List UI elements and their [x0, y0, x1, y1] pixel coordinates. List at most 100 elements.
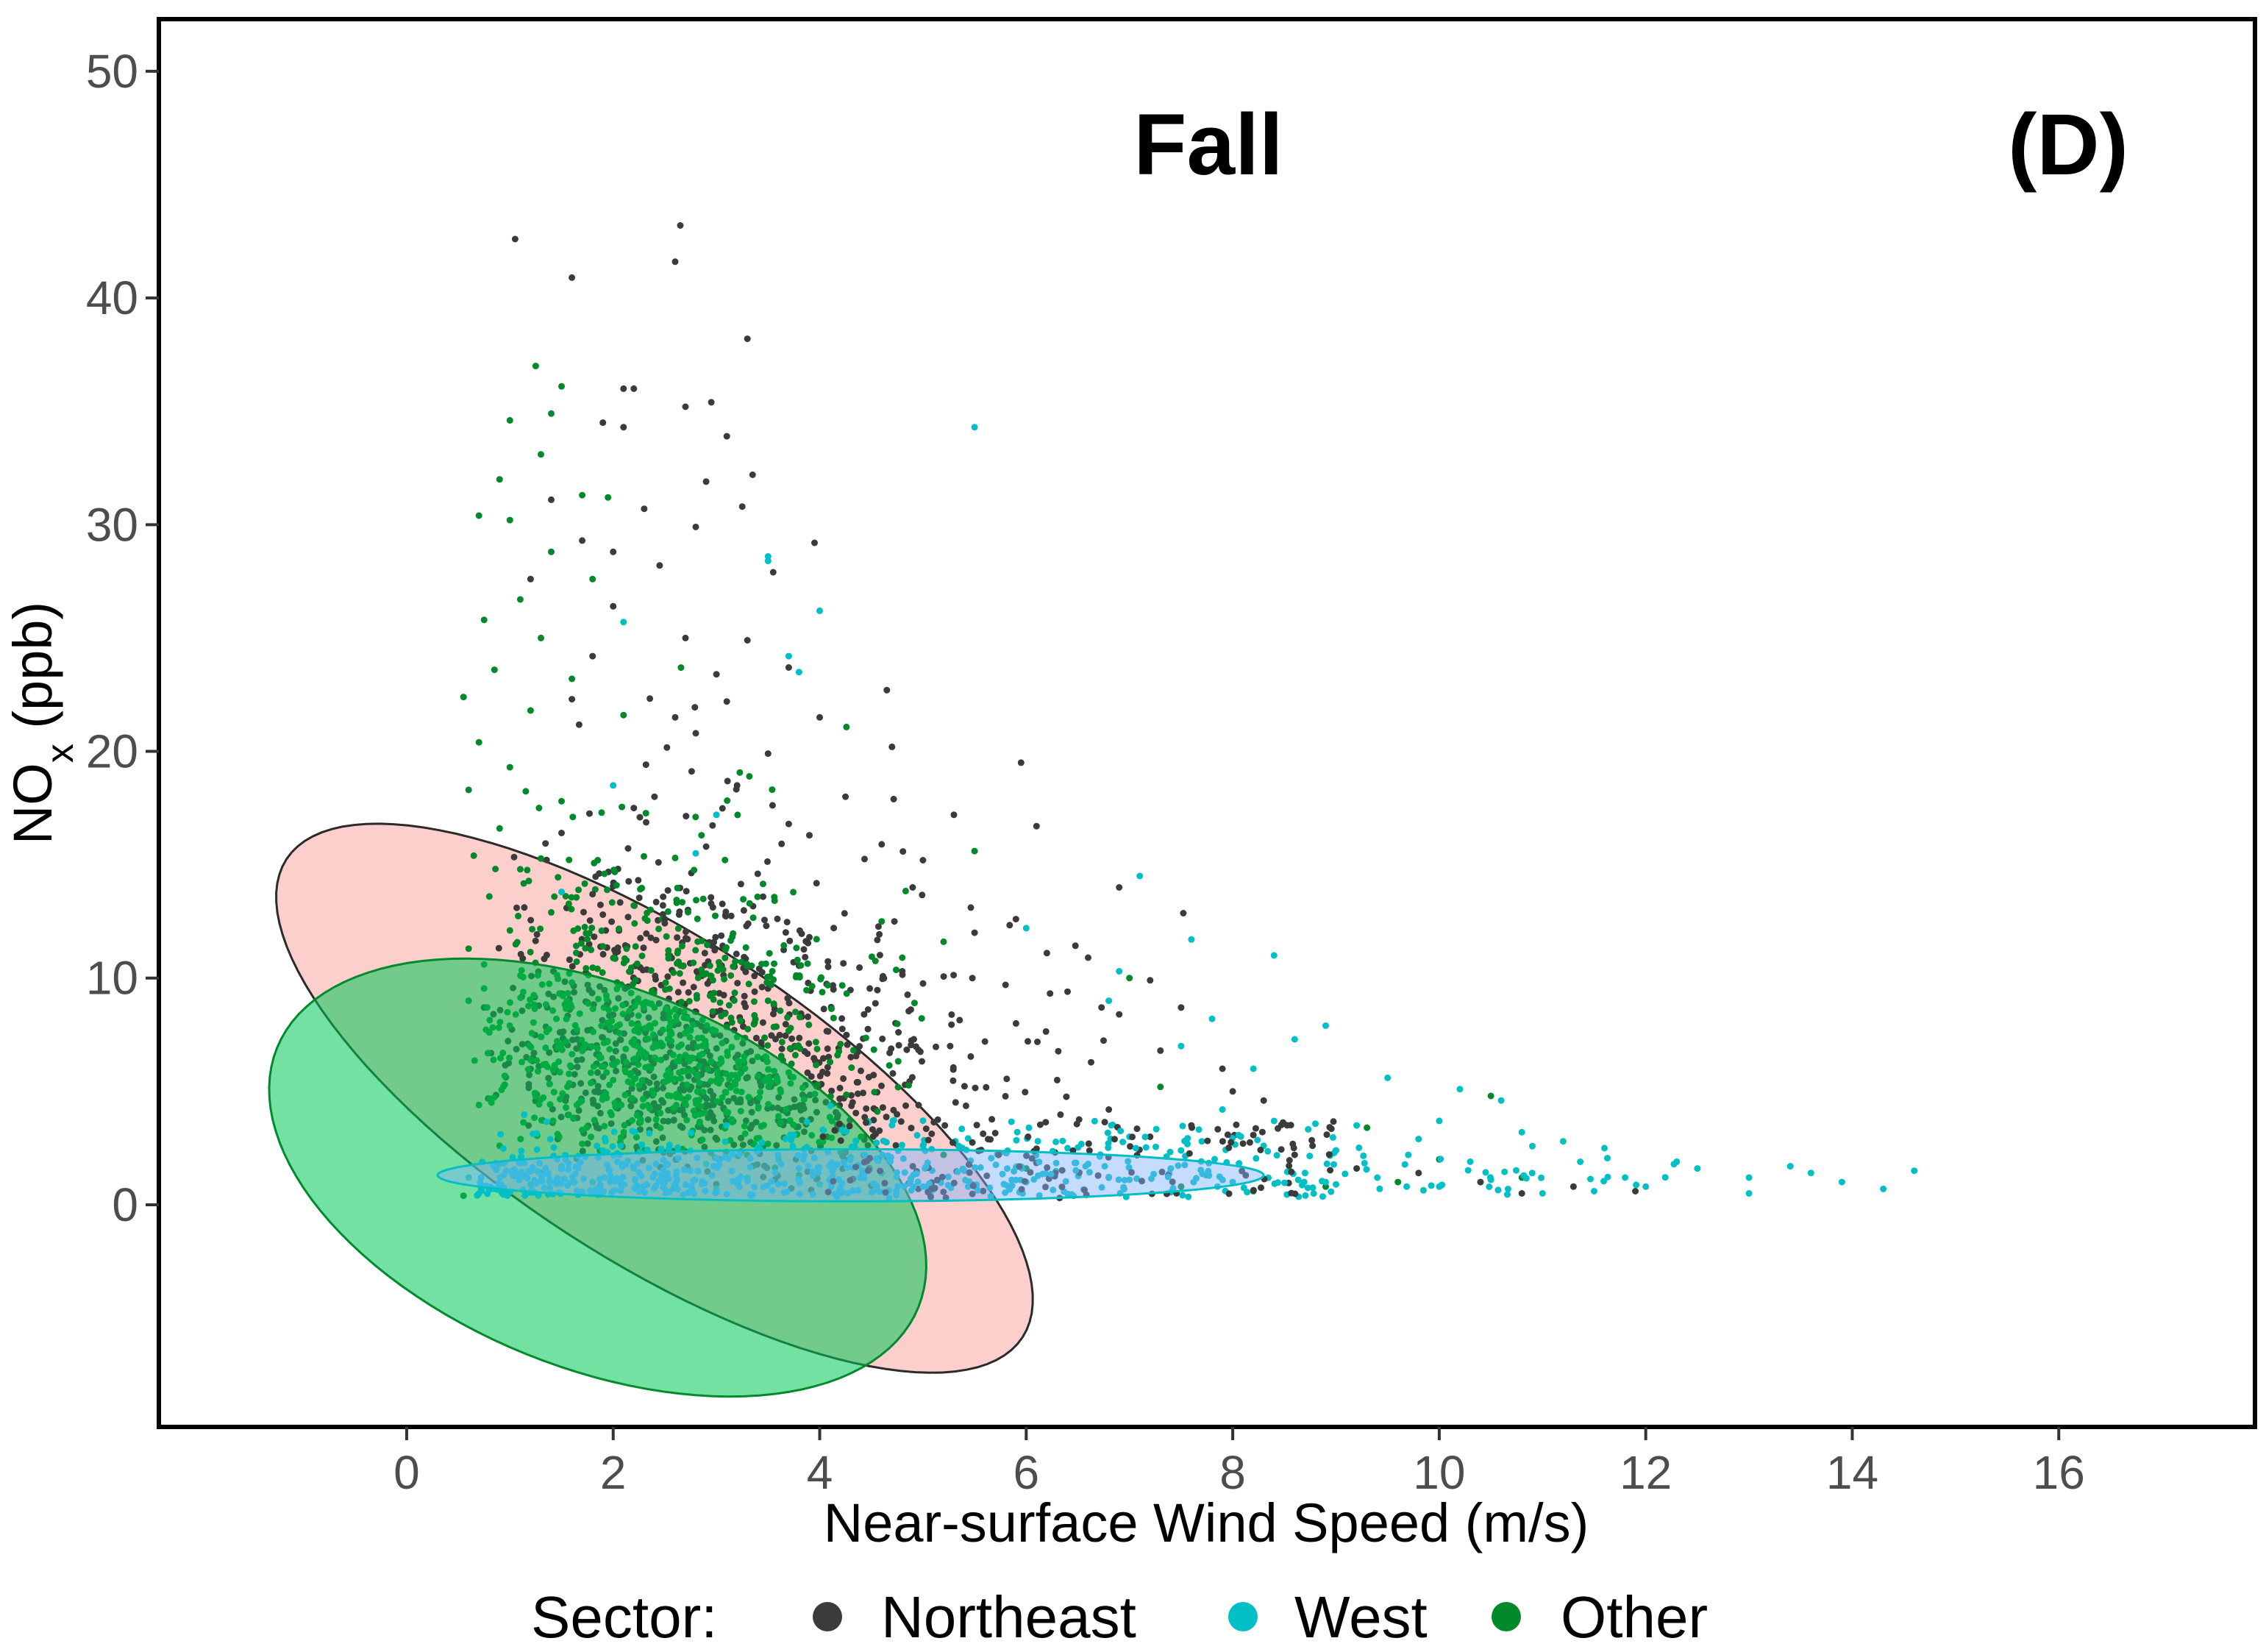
point-other	[641, 915, 649, 922]
point-northeast	[652, 936, 660, 944]
point-northeast	[1025, 1038, 1031, 1045]
point-mixed	[1258, 1128, 1266, 1136]
point-northeast	[878, 1082, 885, 1089]
point-west	[518, 1147, 525, 1155]
point-other	[512, 941, 519, 948]
point-other	[1177, 1183, 1185, 1190]
point-west	[1333, 1181, 1339, 1188]
point-northeast	[688, 768, 695, 775]
point-west	[708, 1172, 716, 1179]
point-other	[830, 1014, 837, 1022]
point-mixed	[1013, 1136, 1020, 1144]
point-west	[543, 1118, 550, 1125]
point-west	[596, 1175, 604, 1183]
point-other	[769, 786, 776, 794]
point-northeast	[888, 1045, 895, 1053]
point-northeast	[683, 813, 690, 820]
point-mixed	[863, 1119, 869, 1126]
point-northeast	[800, 946, 808, 953]
point-other	[723, 944, 730, 951]
point-west	[577, 1158, 584, 1166]
point-northeast	[972, 1084, 979, 1092]
point-west	[631, 1176, 638, 1183]
point-other	[480, 616, 488, 624]
point-northeast	[933, 1043, 939, 1050]
point-northeast	[983, 1083, 990, 1091]
point-west	[682, 1181, 689, 1189]
point-west	[1880, 1185, 1887, 1192]
point-mixed	[1225, 1144, 1233, 1151]
point-other	[744, 1025, 752, 1033]
point-other	[632, 976, 639, 983]
point-northeast	[744, 637, 751, 644]
point-northeast	[971, 929, 978, 936]
point-other	[742, 944, 749, 951]
point-west	[855, 1186, 862, 1194]
point-northeast	[663, 744, 671, 751]
point-northeast	[635, 877, 642, 884]
point-west	[1513, 1167, 1519, 1174]
point-west	[789, 1142, 797, 1150]
point-west	[722, 1153, 729, 1161]
point-west	[1838, 1178, 1845, 1186]
point-northeast	[1002, 981, 1009, 989]
point-northeast	[671, 713, 679, 721]
point-west	[688, 1129, 695, 1136]
point-northeast	[961, 1083, 968, 1090]
point-west	[1086, 1169, 1093, 1176]
point-west	[538, 1172, 545, 1179]
point-northeast	[1072, 942, 1079, 950]
x-tick-label: 12	[1620, 1446, 1672, 1499]
point-other	[582, 944, 589, 952]
point-other	[558, 382, 565, 390]
point-other	[712, 912, 719, 919]
point-northeast	[895, 1029, 902, 1036]
point-other	[685, 997, 693, 1005]
point-west	[785, 652, 792, 660]
point-west	[744, 1178, 752, 1185]
point-mixed	[1309, 1142, 1317, 1150]
point-northeast	[915, 1102, 922, 1108]
point-west	[723, 1191, 730, 1197]
point-other	[663, 933, 670, 940]
point-west	[651, 1170, 658, 1178]
point-northeast	[980, 1130, 987, 1137]
point-other	[771, 897, 778, 905]
point-west	[1275, 1179, 1281, 1186]
point-west	[1291, 1036, 1298, 1043]
point-northeast	[861, 855, 868, 863]
point-northeast	[1477, 1178, 1484, 1186]
point-northeast	[692, 523, 699, 530]
point-other	[722, 856, 729, 864]
point-other	[702, 970, 710, 978]
point-other	[899, 954, 906, 961]
point-northeast	[1042, 1028, 1050, 1035]
point-northeast	[683, 928, 689, 936]
point-mixed	[1309, 1184, 1317, 1192]
point-northeast	[768, 1032, 775, 1039]
point-northeast	[599, 950, 607, 958]
point-west	[1353, 1122, 1361, 1129]
point-west	[554, 1175, 561, 1182]
point-mixed	[991, 1130, 999, 1136]
point-other	[573, 894, 580, 901]
point-west	[546, 1178, 554, 1186]
point-northeast	[680, 979, 687, 986]
point-west	[1486, 1183, 1493, 1190]
point-northeast	[1034, 1039, 1041, 1045]
point-west	[542, 1164, 549, 1172]
point-mixed	[969, 1182, 977, 1189]
point-other	[722, 954, 729, 961]
point-northeast	[909, 1163, 916, 1170]
point-west	[729, 1150, 736, 1158]
point-other	[771, 960, 777, 967]
point-northeast	[962, 1102, 969, 1109]
point-other	[520, 880, 527, 887]
point-west	[788, 1136, 795, 1144]
point-west	[783, 1188, 791, 1195]
legend-label-northeast: Northeast	[881, 1584, 1136, 1650]
point-other	[532, 363, 539, 370]
point-northeast	[919, 1058, 925, 1065]
point-west	[795, 1165, 802, 1172]
point-west	[728, 1167, 735, 1175]
